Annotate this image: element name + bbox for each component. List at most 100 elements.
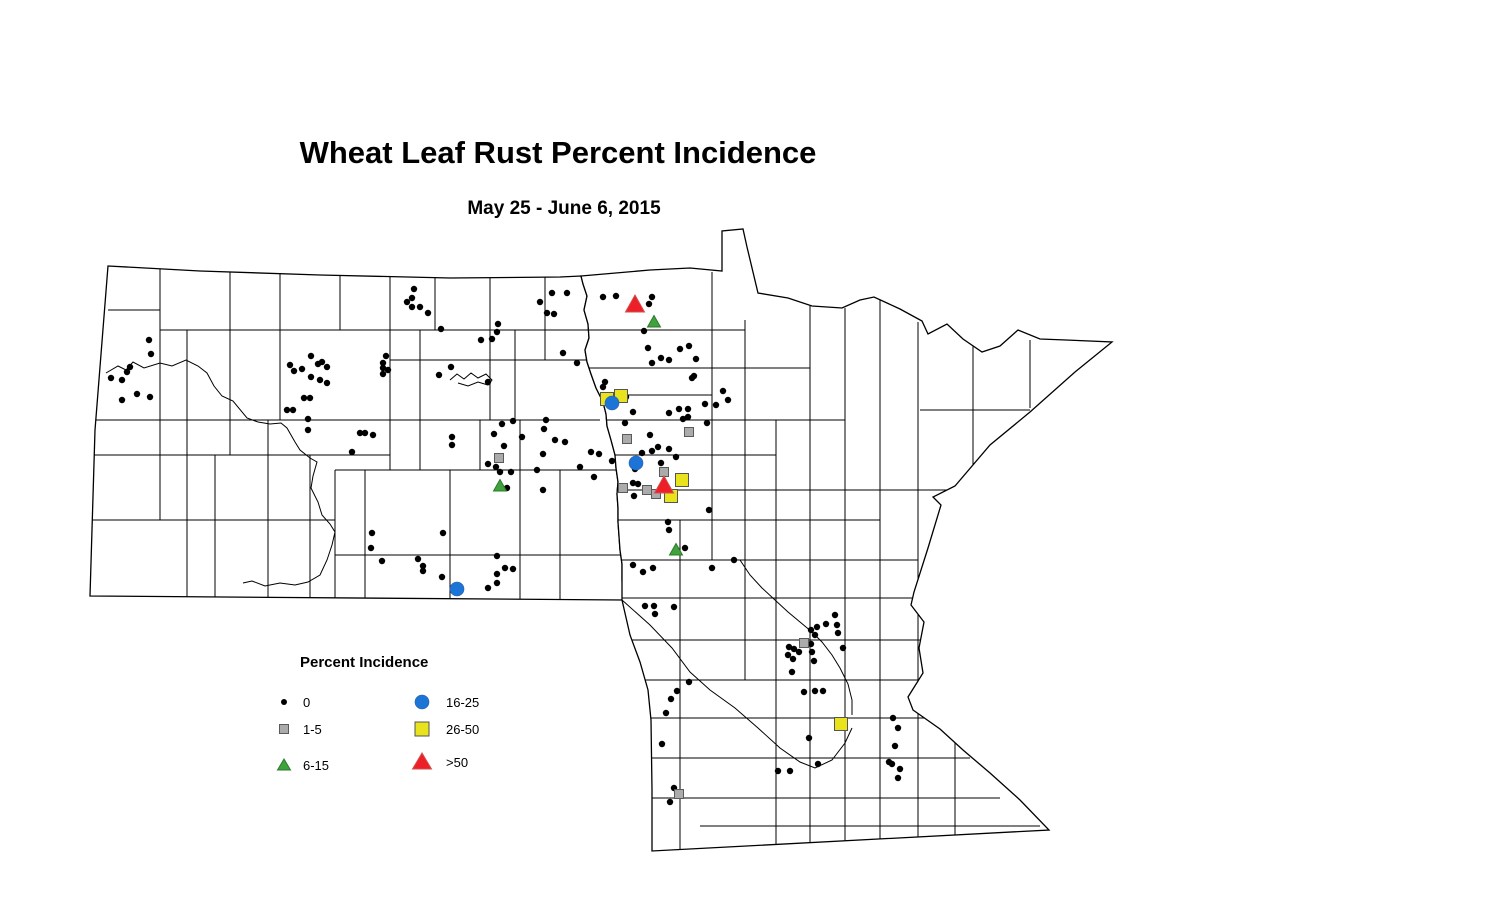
marker-incidence-0	[424, 309, 432, 317]
marker-incidence-16-25	[604, 395, 620, 411]
marker-incidence-0	[298, 365, 306, 373]
marker-incidence-0	[629, 561, 637, 569]
marker-incidence-0	[629, 479, 637, 487]
marker-incidence-0	[608, 457, 616, 465]
map-title: Wheat Leaf Rust Percent Incidence	[300, 135, 817, 170]
marker-incidence-0	[133, 390, 141, 398]
marker-incidence-0	[673, 687, 681, 695]
marker-incidence-0	[644, 344, 652, 352]
marker-incidence-0	[601, 378, 609, 386]
marker-incidence-0	[639, 568, 647, 576]
marker-incidence-0	[419, 562, 427, 570]
marker-incidence-0	[307, 352, 315, 360]
marker-incidence-0	[403, 298, 411, 306]
marker-incidence-0	[662, 709, 670, 717]
marker-incidence-0	[831, 611, 839, 619]
legend-label-0: 0	[303, 695, 310, 710]
marker-incidence-0	[888, 760, 896, 768]
marker-incidence-0	[361, 429, 369, 437]
marker-incidence-0	[576, 463, 584, 471]
marker-incidence-0	[786, 767, 794, 775]
marker-incidence-0	[675, 405, 683, 413]
marker-incidence-0	[645, 300, 653, 308]
marker-incidence-0	[810, 657, 818, 665]
marker-incidence-0	[654, 443, 662, 451]
marker-incidence-26-50	[675, 473, 689, 487]
map-subtitle: May 25 - June 6, 2015	[467, 198, 661, 219]
marker-incidence-0	[692, 355, 700, 363]
marker-incidence-0	[833, 621, 841, 629]
marker-incidence-0	[408, 303, 416, 311]
marker-incidence-0	[808, 648, 816, 656]
marker-incidence-0	[147, 350, 155, 358]
marker-incidence-0	[634, 480, 642, 488]
marker-incidence-0	[648, 447, 656, 455]
marker-incidence-1-5	[622, 434, 632, 444]
marker-incidence-0	[536, 298, 544, 306]
marker-incidence-0	[494, 320, 502, 328]
marker-incidence-0	[408, 294, 416, 302]
marker-incidence-0	[665, 356, 673, 364]
marker-incidence-0	[665, 409, 673, 417]
marker-incidence-0	[492, 463, 500, 471]
marker-incidence-0	[414, 555, 422, 563]
marker-incidence-0	[789, 655, 797, 663]
marker-incidence-0	[676, 345, 684, 353]
north-dakota-outline	[89, 265, 624, 601]
legend-label-26-50: 26-50	[446, 722, 479, 737]
marker-incidence-0	[348, 448, 356, 456]
marker-incidence-0	[382, 352, 390, 360]
marker-incidence-0	[590, 473, 598, 481]
marker-incidence-16-25	[628, 455, 644, 471]
marker-incidence-0	[438, 573, 446, 581]
marker-incidence-0	[356, 429, 364, 437]
marker-incidence-0	[493, 552, 501, 560]
marker-incidence-6-15	[668, 542, 684, 556]
legend-blue-circle-icon	[414, 694, 430, 710]
marker-incidence-0	[666, 798, 674, 806]
marker-incidence-0	[701, 400, 709, 408]
marker-incidence-0	[785, 643, 793, 651]
marker-incidence-0	[807, 640, 815, 648]
marker-incidence-0	[688, 374, 696, 382]
marker-incidence-0	[448, 433, 456, 441]
marker-incidence-1-5	[642, 485, 652, 495]
marker-incidence-0	[805, 734, 813, 742]
marker-incidence-0	[638, 449, 646, 457]
marker-incidence-0	[896, 765, 904, 773]
missouri-river	[105, 359, 336, 587]
marker-incidence-0	[640, 327, 648, 335]
marker-incidence-0	[651, 610, 659, 618]
marker-incidence-0	[384, 366, 392, 374]
legend: Percent Incidence 0 1-5 6-15 16-25 26-50…	[276, 654, 479, 773]
marker-incidence-0	[306, 394, 314, 402]
marker-incidence-0	[684, 413, 692, 421]
marker-incidence-0	[685, 678, 693, 686]
marker-incidence-0	[146, 393, 154, 401]
marker-incidence-0	[573, 359, 581, 367]
legend-label-16-25: 16-25	[446, 695, 479, 710]
marker-incidence-0	[448, 441, 456, 449]
marker-incidence-6-15	[646, 314, 662, 328]
legend-yellow-square-icon	[414, 721, 430, 737]
marker-incidence-0	[839, 644, 847, 652]
marker-incidence-0	[889, 714, 897, 722]
legend-green-triangle-icon	[276, 758, 292, 771]
marker-incidence-0	[629, 408, 637, 416]
legend-label-6-15: 6-15	[303, 758, 329, 773]
marker-incidence-0	[807, 626, 815, 634]
marker-incidence-0	[318, 358, 326, 366]
marker-incidence-0	[323, 363, 331, 371]
marker-incidence-1-5	[684, 427, 694, 437]
minnesota-outline	[580, 228, 1114, 852]
marker-incidence-0	[641, 602, 649, 610]
marker-incidence-0	[145, 336, 153, 344]
marker-incidence-0	[518, 433, 526, 441]
marker-incidence-0	[123, 368, 131, 376]
marker-incidence-0	[126, 363, 134, 371]
marker-incidence-0	[490, 430, 498, 438]
marker-incidence-0	[542, 416, 550, 424]
marker-incidence-0	[379, 364, 387, 372]
